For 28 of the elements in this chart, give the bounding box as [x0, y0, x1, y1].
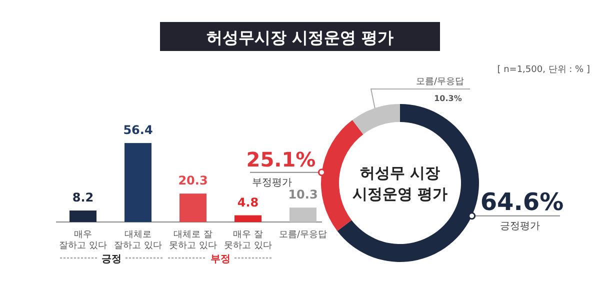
- slice-label: 모름/무응답: [416, 77, 464, 87]
- bar: [124, 143, 152, 222]
- data-label: 64.6%: [480, 188, 564, 216]
- data-label: 56.4: [123, 123, 153, 138]
- x-tick-label: 모름/무응답: [278, 230, 328, 240]
- bar: [180, 194, 206, 222]
- data-label: 10.3: [288, 188, 318, 202]
- text: 부정: [210, 254, 230, 265]
- data-label: 10.3%: [434, 94, 462, 103]
- data-label: 20.3: [178, 174, 208, 188]
- text: [ n=1,500, 단위 : % ]: [497, 65, 590, 75]
- bar: [70, 210, 96, 222]
- data-label: 8.2: [72, 190, 94, 205]
- donut-slice: [337, 104, 479, 262]
- bar: [290, 208, 316, 222]
- data-label: 25.1%: [246, 147, 316, 172]
- x-tick-label: 매우 잘하고 있다: [59, 230, 107, 251]
- bar: [234, 215, 262, 222]
- slice-label: 긍정평가: [500, 220, 540, 232]
- x-tick-label: 대체로 잘하고 있다: [114, 230, 162, 251]
- chart-title: 허성무시장 시정운영 평가: [206, 28, 394, 47]
- data-label: 4.8: [237, 195, 259, 210]
- text: 긍정: [102, 254, 122, 265]
- slice-label: 부정평가: [252, 177, 292, 188]
- donut-slice: [352, 104, 400, 134]
- text: 허성무 시장 시정운영 평가: [352, 164, 448, 203]
- x-tick-label: 대체로 잘 못하고 있다: [169, 230, 217, 251]
- x-tick-label: 매우 잘 못하고 있다: [224, 230, 272, 251]
